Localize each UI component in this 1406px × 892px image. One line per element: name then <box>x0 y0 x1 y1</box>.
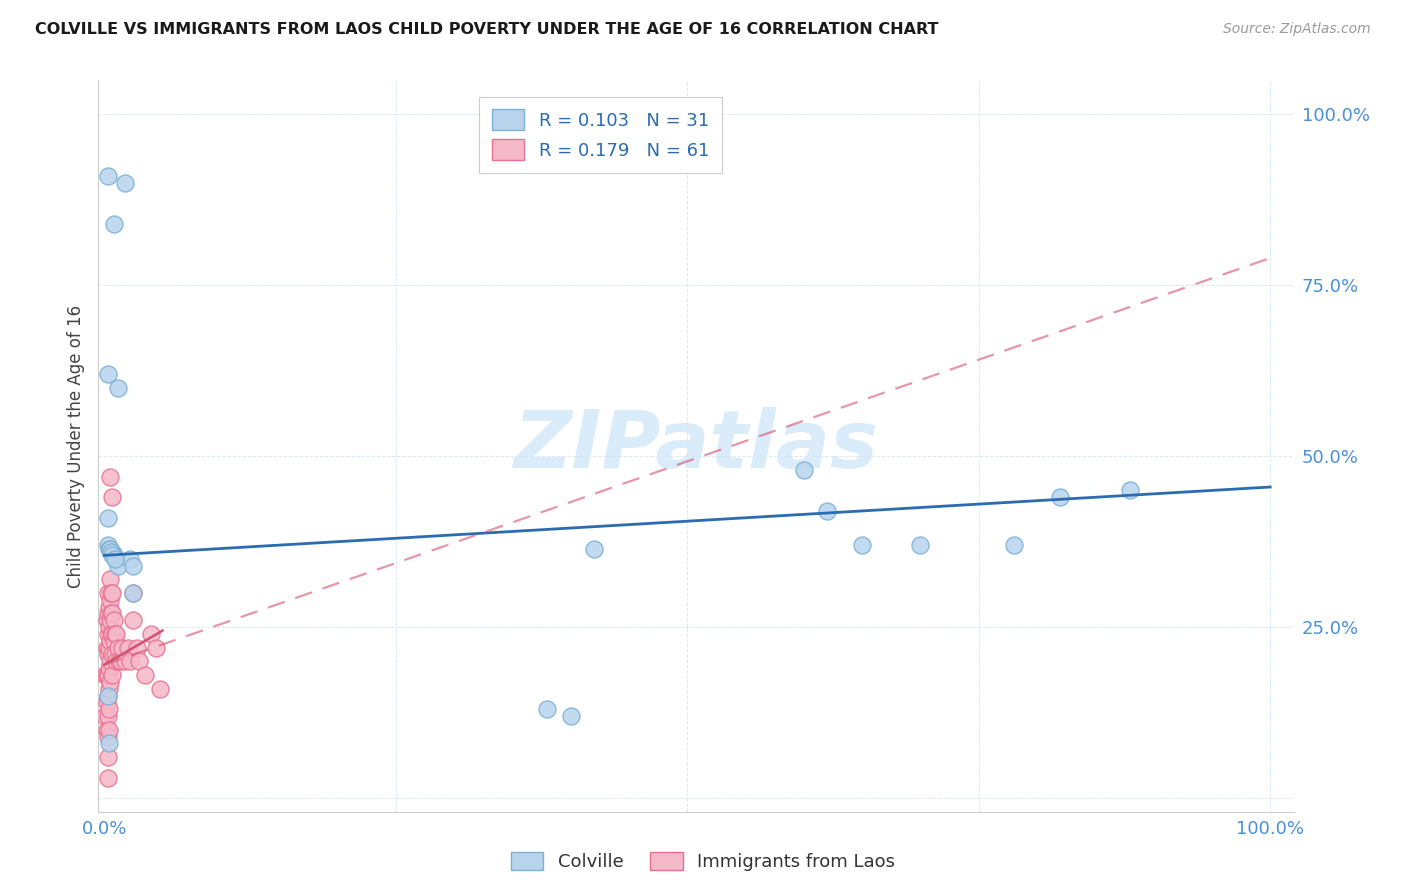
Point <box>815 504 838 518</box>
Point <box>122 586 145 600</box>
Point <box>97 541 120 556</box>
Point <box>97 607 120 621</box>
Point <box>101 490 124 504</box>
Point <box>103 613 125 627</box>
Point <box>97 599 120 614</box>
Point <box>104 627 127 641</box>
Point <box>97 169 120 183</box>
Point <box>128 654 150 668</box>
Point <box>793 463 815 477</box>
Point <box>103 633 125 648</box>
Point <box>94 668 117 682</box>
Point <box>122 586 145 600</box>
Point <box>97 709 120 723</box>
Point <box>98 592 121 607</box>
Point <box>101 549 124 563</box>
Point <box>97 586 120 600</box>
Point <box>97 510 120 524</box>
Y-axis label: Child Poverty Under the Age of 16: Child Poverty Under the Age of 16 <box>66 304 84 588</box>
Point <box>149 681 172 696</box>
Point <box>104 551 127 566</box>
Point <box>910 538 932 552</box>
Point <box>96 668 118 682</box>
Point <box>97 648 120 662</box>
Point <box>94 709 117 723</box>
Point <box>125 640 148 655</box>
Point <box>122 613 145 627</box>
Point <box>98 654 121 668</box>
Point <box>104 551 127 566</box>
Point <box>107 640 129 655</box>
Point <box>98 572 121 586</box>
Point <box>107 558 129 573</box>
Text: COLVILLE VS IMMIGRANTS FROM LAOS CHILD POVERTY UNDER THE AGE OF 16 CORRELATION C: COLVILLE VS IMMIGRANTS FROM LAOS CHILD P… <box>35 22 939 37</box>
Point <box>98 633 121 648</box>
Point <box>97 681 120 696</box>
Point <box>97 627 120 641</box>
Point <box>97 723 120 737</box>
Point <box>110 654 132 668</box>
Point <box>97 771 120 785</box>
Point <box>101 586 124 600</box>
Point <box>108 654 131 668</box>
Legend: R = 0.103   N = 31, R = 0.179   N = 61: R = 0.103 N = 31, R = 0.179 N = 61 <box>479 96 721 173</box>
Point <box>100 545 122 559</box>
Point <box>134 668 156 682</box>
Point <box>103 217 125 231</box>
Point <box>96 695 118 709</box>
Point <box>101 648 124 662</box>
Point <box>1002 538 1025 552</box>
Point <box>117 640 139 655</box>
Point <box>97 702 120 716</box>
Point <box>582 541 605 556</box>
Point <box>122 558 145 573</box>
Text: ZIPatlas: ZIPatlas <box>513 407 879 485</box>
Point <box>104 627 127 641</box>
Point <box>100 586 122 600</box>
Point <box>98 469 121 483</box>
Point <box>103 549 125 563</box>
Point <box>104 648 127 662</box>
Point <box>97 620 120 634</box>
Point <box>97 750 120 764</box>
Point <box>101 627 124 641</box>
Point <box>96 640 118 655</box>
Point <box>98 674 121 689</box>
Point <box>97 689 120 703</box>
Point <box>97 368 120 382</box>
Point <box>114 654 136 668</box>
Point <box>101 668 124 682</box>
Point <box>98 613 121 627</box>
Point <box>98 541 121 556</box>
Point <box>104 654 127 668</box>
Legend: Colville, Immigrants from Laos: Colville, Immigrants from Laos <box>503 845 903 879</box>
Point <box>1049 490 1071 504</box>
Point <box>1119 483 1142 498</box>
Point <box>96 723 118 737</box>
Point <box>107 381 129 395</box>
Point <box>560 709 582 723</box>
Point <box>118 551 141 566</box>
Point <box>101 545 124 559</box>
Point <box>97 661 120 675</box>
Point <box>536 702 558 716</box>
Point <box>97 668 120 682</box>
Point <box>100 627 122 641</box>
Point <box>97 538 120 552</box>
Point <box>101 607 124 621</box>
Point <box>139 627 162 641</box>
Point <box>97 640 120 655</box>
Point <box>100 607 122 621</box>
Point <box>97 730 120 744</box>
Point <box>114 176 136 190</box>
Point <box>145 640 167 655</box>
Point <box>118 654 141 668</box>
Point <box>97 736 120 750</box>
Point <box>111 640 134 655</box>
Point <box>96 613 118 627</box>
Point <box>97 689 120 703</box>
Point <box>851 538 873 552</box>
Text: Source: ZipAtlas.com: Source: ZipAtlas.com <box>1223 22 1371 37</box>
